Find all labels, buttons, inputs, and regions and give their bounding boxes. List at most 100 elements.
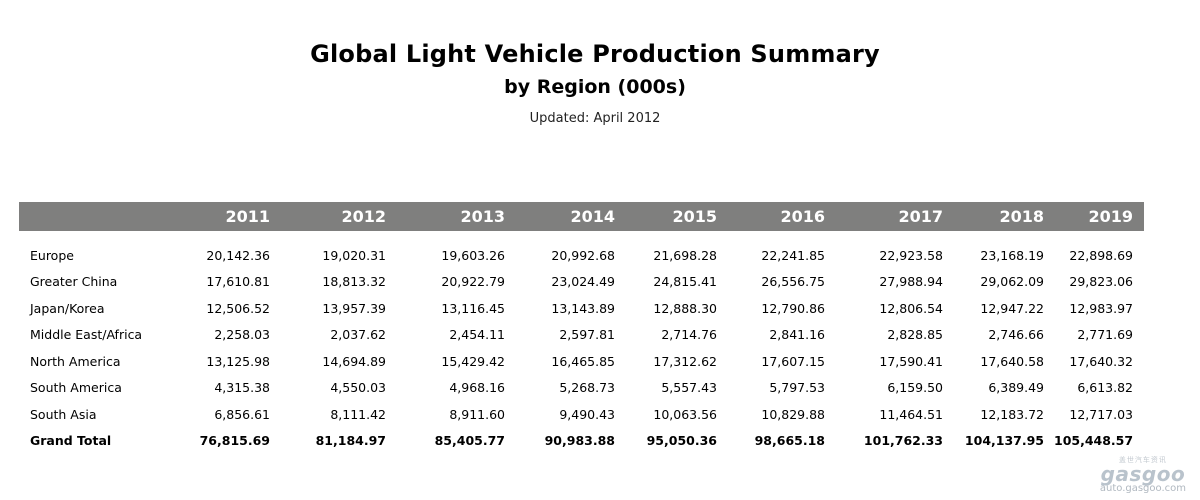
region-name: Europe — [30, 247, 74, 263]
grand-total-cell: 105,448.57 — [1054, 433, 1134, 449]
table-row: Greater China 17,610.81 18,813.32 20,922.79… — [19, 269, 1144, 296]
table-row: Europe 20,142.36 19,020.31 19,603.26 20,992.… — [19, 242, 1144, 269]
value-cell: 13,957.39 — [322, 300, 386, 316]
value-cell: 17,607.15 — [761, 353, 825, 369]
page-title: Global Light Vehicle Production Summary — [310, 40, 880, 68]
table-row: Middle East/Africa 2,258.03 2,037.62 2,454.… — [19, 322, 1144, 349]
value-cell: 24,815.41 — [653, 274, 717, 290]
value-cell: 29,823.06 — [1069, 274, 1133, 290]
table-header-row: 2011 2012 2013 2014 2015 2016 2017 2018 … — [19, 202, 1144, 231]
value-cell: 4,968.16 — [449, 380, 505, 396]
value-cell: 20,142.36 — [206, 247, 270, 263]
header-year: 2018 — [999, 207, 1044, 226]
region-name: Middle East/Africa — [30, 327, 143, 343]
header-year: 2015 — [672, 207, 717, 226]
value-cell: 2,828.85 — [887, 327, 943, 343]
value-cell: 20,922.79 — [441, 274, 505, 290]
header-year: 2014 — [570, 207, 615, 226]
value-cell: 15,429.42 — [441, 353, 505, 369]
value-cell: 13,143.89 — [551, 300, 615, 316]
value-cell: 27,988.94 — [879, 274, 943, 290]
page-subtitle: by Region (000s) — [504, 76, 686, 98]
value-cell: 16,465.85 — [551, 353, 615, 369]
value-cell: 8,911.60 — [449, 406, 505, 422]
watermark-url: auto.gasgoo.com — [1099, 483, 1186, 494]
value-cell: 6,613.82 — [1077, 380, 1133, 396]
header-year: 2019 — [1088, 207, 1133, 226]
watermark-logo: gasgoo — [1100, 462, 1186, 486]
table-row: North America 13,125.98 14,694.89 15,429.42… — [19, 348, 1144, 375]
gasgoo-watermark: 盖世汽车资讯 gasgoo auto.gasgoo.com — [1100, 455, 1186, 494]
value-cell: 20,992.68 — [551, 247, 615, 263]
value-cell: 2,771.69 — [1077, 327, 1133, 343]
value-cell: 17,312.62 — [653, 353, 717, 369]
value-cell: 2,454.11 — [449, 327, 505, 343]
grand-total-cell: 101,762.33 — [863, 433, 943, 449]
value-cell: 2,714.76 — [661, 327, 717, 343]
value-cell: 4,315.38 — [214, 380, 270, 396]
value-cell: 14,694.89 — [322, 353, 386, 369]
region-name: Japan/Korea — [30, 300, 105, 316]
value-cell: 6,159.50 — [887, 380, 943, 396]
value-cell: 17,610.81 — [206, 274, 270, 290]
grand-total-cell: 104,137.95 — [964, 433, 1044, 449]
grand-total-cell: 85,405.77 — [434, 433, 505, 449]
value-cell: 9,490.43 — [559, 406, 615, 422]
value-cell: 12,888.30 — [653, 300, 717, 316]
value-cell: 2,841.16 — [769, 327, 825, 343]
value-cell: 5,557.43 — [661, 380, 717, 396]
region-name: South Asia — [30, 406, 97, 422]
table-row: Japan/Korea 12,506.52 13,957.39 13,116.45 13… — [19, 295, 1144, 322]
value-cell: 18,813.32 — [322, 274, 386, 290]
region-name: North America — [30, 353, 121, 369]
spacer-row — [19, 231, 1144, 242]
value-cell: 10,829.88 — [761, 406, 825, 422]
value-cell: 6,389.49 — [988, 380, 1044, 396]
header-region — [19, 202, 159, 231]
value-cell: 22,241.85 — [761, 247, 825, 263]
value-cell: 22,898.69 — [1069, 247, 1133, 263]
value-cell: 2,037.62 — [330, 327, 386, 343]
header-year: 2013 — [460, 207, 505, 226]
grand-total-row: Grand Total 76,815.69 81,184.97 85,405.77 90… — [19, 428, 1144, 455]
value-cell: 17,590.41 — [879, 353, 943, 369]
value-cell: 12,983.97 — [1069, 300, 1133, 316]
value-cell: 13,125.98 — [206, 353, 270, 369]
value-cell: 12,947.22 — [980, 300, 1044, 316]
table-row: South Asia 6,856.61 8,111.42 8,911.60 9,490.… — [19, 401, 1144, 428]
watermark-chinese: 盖世汽车资讯 — [1118, 456, 1167, 464]
value-cell: 23,168.19 — [980, 247, 1044, 263]
value-cell: 11,464.51 — [879, 406, 943, 422]
value-cell: 2,597.81 — [559, 327, 615, 343]
value-cell: 12,506.52 — [206, 300, 270, 316]
value-cell: 12,183.72 — [980, 406, 1044, 422]
value-cell: 12,717.03 — [1069, 406, 1133, 422]
value-cell: 19,603.26 — [441, 247, 505, 263]
value-cell: 17,640.58 — [980, 353, 1044, 369]
table-row: South America 4,315.38 4,550.03 4,968.16 5,2… — [19, 375, 1144, 402]
header-year: 2016 — [780, 207, 825, 226]
header-year: 2011 — [225, 207, 270, 226]
value-cell: 12,806.54 — [879, 300, 943, 316]
grand-total-cell: 76,815.69 — [199, 433, 270, 449]
value-cell: 21,698.28 — [653, 247, 717, 263]
value-cell: 10,063.56 — [653, 406, 717, 422]
value-cell: 17,640.32 — [1069, 353, 1133, 369]
value-cell: 8,111.42 — [330, 406, 386, 422]
value-cell: 26,556.75 — [761, 274, 825, 290]
production-table: 2011 2012 2013 2014 2015 2016 2017 2018 … — [19, 202, 1144, 454]
grand-total-cell: 81,184.97 — [315, 433, 386, 449]
value-cell: 6,856.61 — [214, 406, 270, 422]
value-cell: 4,550.03 — [330, 380, 386, 396]
updated-date: Updated: April 2012 — [529, 111, 661, 126]
header-year: 2012 — [341, 207, 386, 226]
grand-total-cell: 95,050.36 — [646, 433, 717, 449]
grand-total-label: Grand Total — [30, 433, 112, 449]
value-cell: 5,268.73 — [559, 380, 615, 396]
value-cell: 12,790.86 — [761, 300, 825, 316]
value-cell: 5,797.53 — [769, 380, 825, 396]
value-cell: 2,258.03 — [214, 327, 270, 343]
value-cell: 22,923.58 — [879, 247, 943, 263]
value-cell: 23,024.49 — [551, 274, 615, 290]
value-cell: 13,116.45 — [441, 300, 505, 316]
